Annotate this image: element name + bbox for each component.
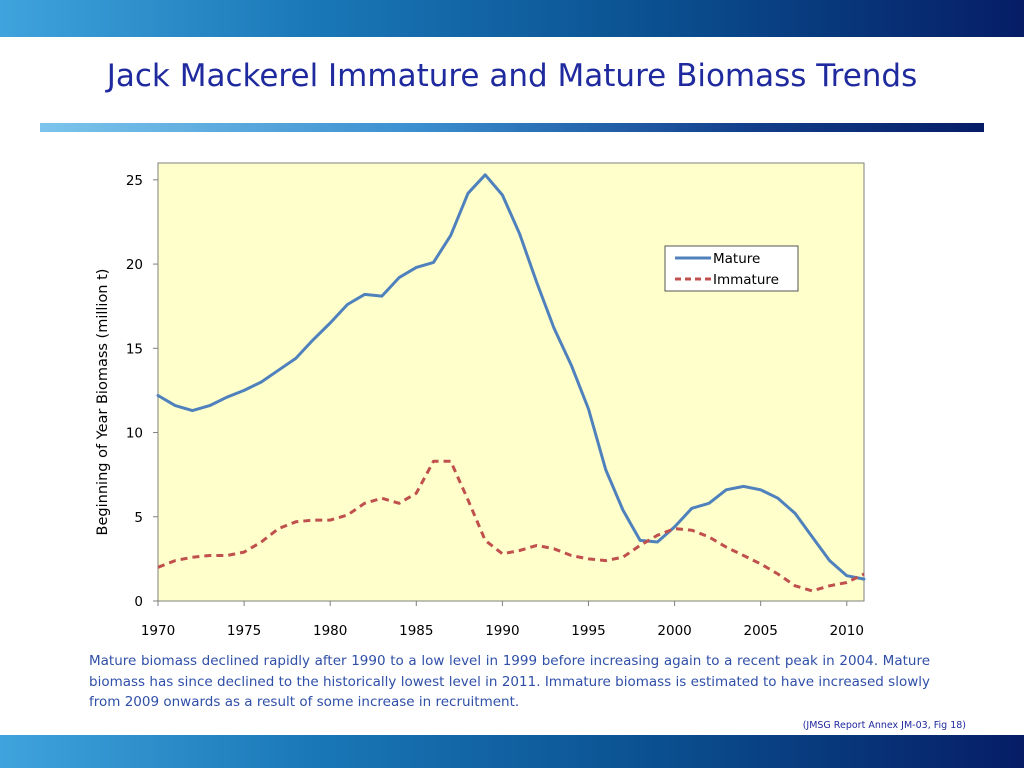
x-tick-label: 1975	[227, 623, 261, 639]
y-axis-label: Beginning of Year Biomass (million t)	[95, 269, 111, 536]
series-lines	[156, 173, 866, 593]
x-tick-label: 1990	[485, 623, 519, 639]
plot-area	[157, 162, 865, 602]
legend-entry-immature: Immature	[713, 272, 779, 288]
y-tick-label: 5	[134, 510, 143, 526]
x-tick-label: 1995	[571, 623, 605, 639]
top-decorative-band	[0, 0, 1024, 37]
legend-box	[664, 245, 799, 292]
series-line-mature	[156, 173, 866, 581]
x-tick-label: 2000	[657, 623, 691, 639]
x-tick-label: 2005	[744, 623, 778, 639]
slide-caption: Mature biomass declined rapidly after 19…	[89, 653, 930, 710]
y-axis: 0 5 10 15 20 25	[126, 173, 158, 610]
legend-entry-mature: Mature	[713, 251, 760, 267]
y-tick-label: 25	[126, 173, 143, 189]
x-tick-label: 1970	[141, 623, 175, 639]
x-tick-label: 1980	[313, 623, 347, 639]
title-underline	[40, 123, 984, 132]
y-tick-label: 10	[126, 426, 143, 442]
y-tick-label: 15	[126, 341, 143, 357]
biomass-line-chart: 0 5 10 15 20 25 1970 1975 1980 1985 1990 1995 2000 2…	[95, 162, 866, 639]
x-tick-label: 1985	[399, 623, 433, 639]
bottom-decorative-band	[0, 735, 1024, 768]
legend: Mature Immature	[664, 245, 799, 292]
series-line-immature	[157, 459, 865, 593]
slide-title: Jack Mackerel Immature and Mature Biomas…	[106, 58, 918, 94]
y-tick-label: 0	[134, 594, 143, 610]
x-axis: 1970 1975 1980 1985 1990 1995 2000 2005 2010	[141, 601, 864, 639]
source-citation: (JMSG Report Annex JM-03, Fig 18)	[802, 720, 966, 731]
y-tick-label: 20	[126, 257, 143, 273]
x-tick-label: 2010	[830, 623, 864, 639]
